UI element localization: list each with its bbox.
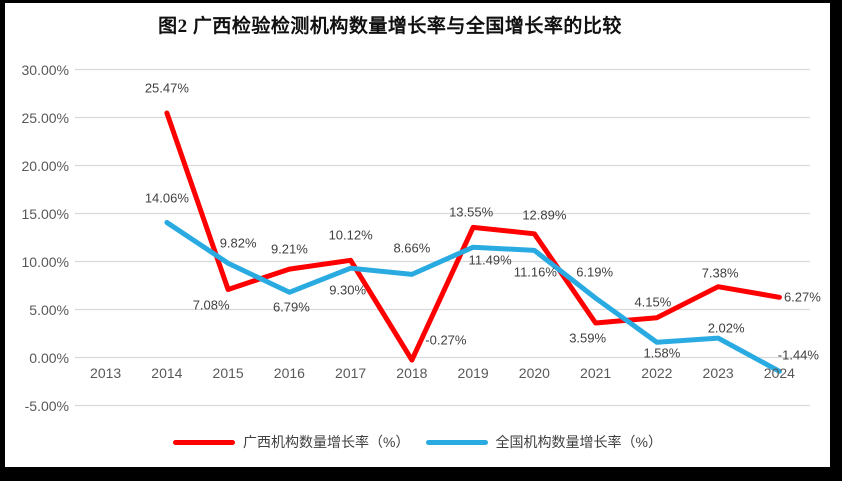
data-label-guangxi: 7.08%: [192, 297, 230, 313]
y-axis-tick-label: -5.00%: [24, 397, 69, 414]
data-label-guangxi: 4.15%: [634, 294, 672, 310]
x-axis-tick-label: 2015: [212, 365, 244, 381]
legend-item-national: 全国机构数量增长率（%）: [425, 432, 662, 452]
x-axis-tick-label: 2019: [457, 365, 489, 381]
data-label-national: 11.49%: [468, 252, 512, 268]
data-label-guangxi: 9.21%: [270, 241, 308, 257]
data-label-national: 11.16%: [513, 264, 557, 280]
data-label-guangxi: 7.38%: [701, 265, 739, 281]
data-label-national: 6.19%: [576, 264, 614, 280]
y-axis-tick-label: 10.00%: [21, 253, 69, 270]
y-axis-tick-label: 25.00%: [21, 109, 69, 126]
legend-label-guangxi: 广西机构数量增长率（%）: [243, 434, 410, 450]
data-label-national: 1.58%: [643, 345, 681, 361]
data-label-guangxi: 13.55%: [449, 204, 494, 220]
data-label-national: 14.06%: [144, 190, 189, 206]
blue-line-swatch-icon: [425, 439, 488, 445]
data-label-guangxi: 12.89%: [522, 207, 567, 223]
y-axis-tick-label: 15.00%: [21, 205, 69, 222]
data-label-guangxi: -0.27%: [425, 332, 467, 348]
x-axis-tick-label: 2021: [580, 365, 612, 381]
x-axis-tick-label: 2020: [518, 365, 550, 381]
chart-title: 图2 广西检验检测机构数量增长率与全国增长率的比较: [158, 16, 622, 37]
chart-canvas: 图2 广西检验检测机构数量增长率与全国增长率的比较 30.00% 25.00% 20…: [5, 3, 830, 467]
y-axis-tick-label: 5.00%: [29, 301, 69, 318]
x-axis-tick-label: 2024: [763, 365, 795, 381]
data-label-national: 6.79%: [272, 299, 310, 315]
legend-item-guangxi: 广西机构数量增长率（%）: [173, 432, 410, 452]
data-label-national: -1.44%: [777, 347, 819, 363]
x-axis-tick-label: 2023: [702, 365, 734, 381]
x-axis-tick-label: 2018: [396, 365, 428, 381]
plot-area: [75, 68, 810, 407]
y-axis-tick-label: 0.00%: [29, 349, 69, 366]
data-label-national: 9.30%: [329, 282, 367, 298]
data-label-national: 2.02%: [707, 320, 745, 336]
legend: 广西机构数量增长率（%） 全国机构数量增长率（%）: [5, 429, 830, 455]
series-line-national: [164, 220, 782, 374]
red-line-swatch-icon: [173, 439, 236, 445]
data-label-guangxi: 10.12%: [328, 227, 373, 243]
x-axis-tick-label: 2016: [273, 365, 305, 381]
data-label-national: 8.66%: [393, 240, 431, 256]
series-line-guangxi: [164, 110, 782, 363]
x-axis-tick-label: 2014: [151, 365, 183, 381]
data-label-guangxi: 3.59%: [569, 330, 607, 346]
legend-label-national: 全国机构数量增长率（%）: [495, 434, 662, 450]
data-label-national: 9.82%: [219, 235, 257, 251]
y-axis-tick-label: 30.00%: [21, 61, 69, 78]
x-axis-tick-label: 2022: [641, 365, 673, 381]
data-label-guangxi: 25.47%: [144, 80, 189, 96]
x-axis-tick-label: 2013: [90, 365, 122, 381]
x-axis-tick-label: 2017: [335, 365, 367, 381]
data-label-guangxi: 6.27%: [783, 289, 821, 305]
y-axis-tick-label: 20.00%: [21, 157, 69, 174]
